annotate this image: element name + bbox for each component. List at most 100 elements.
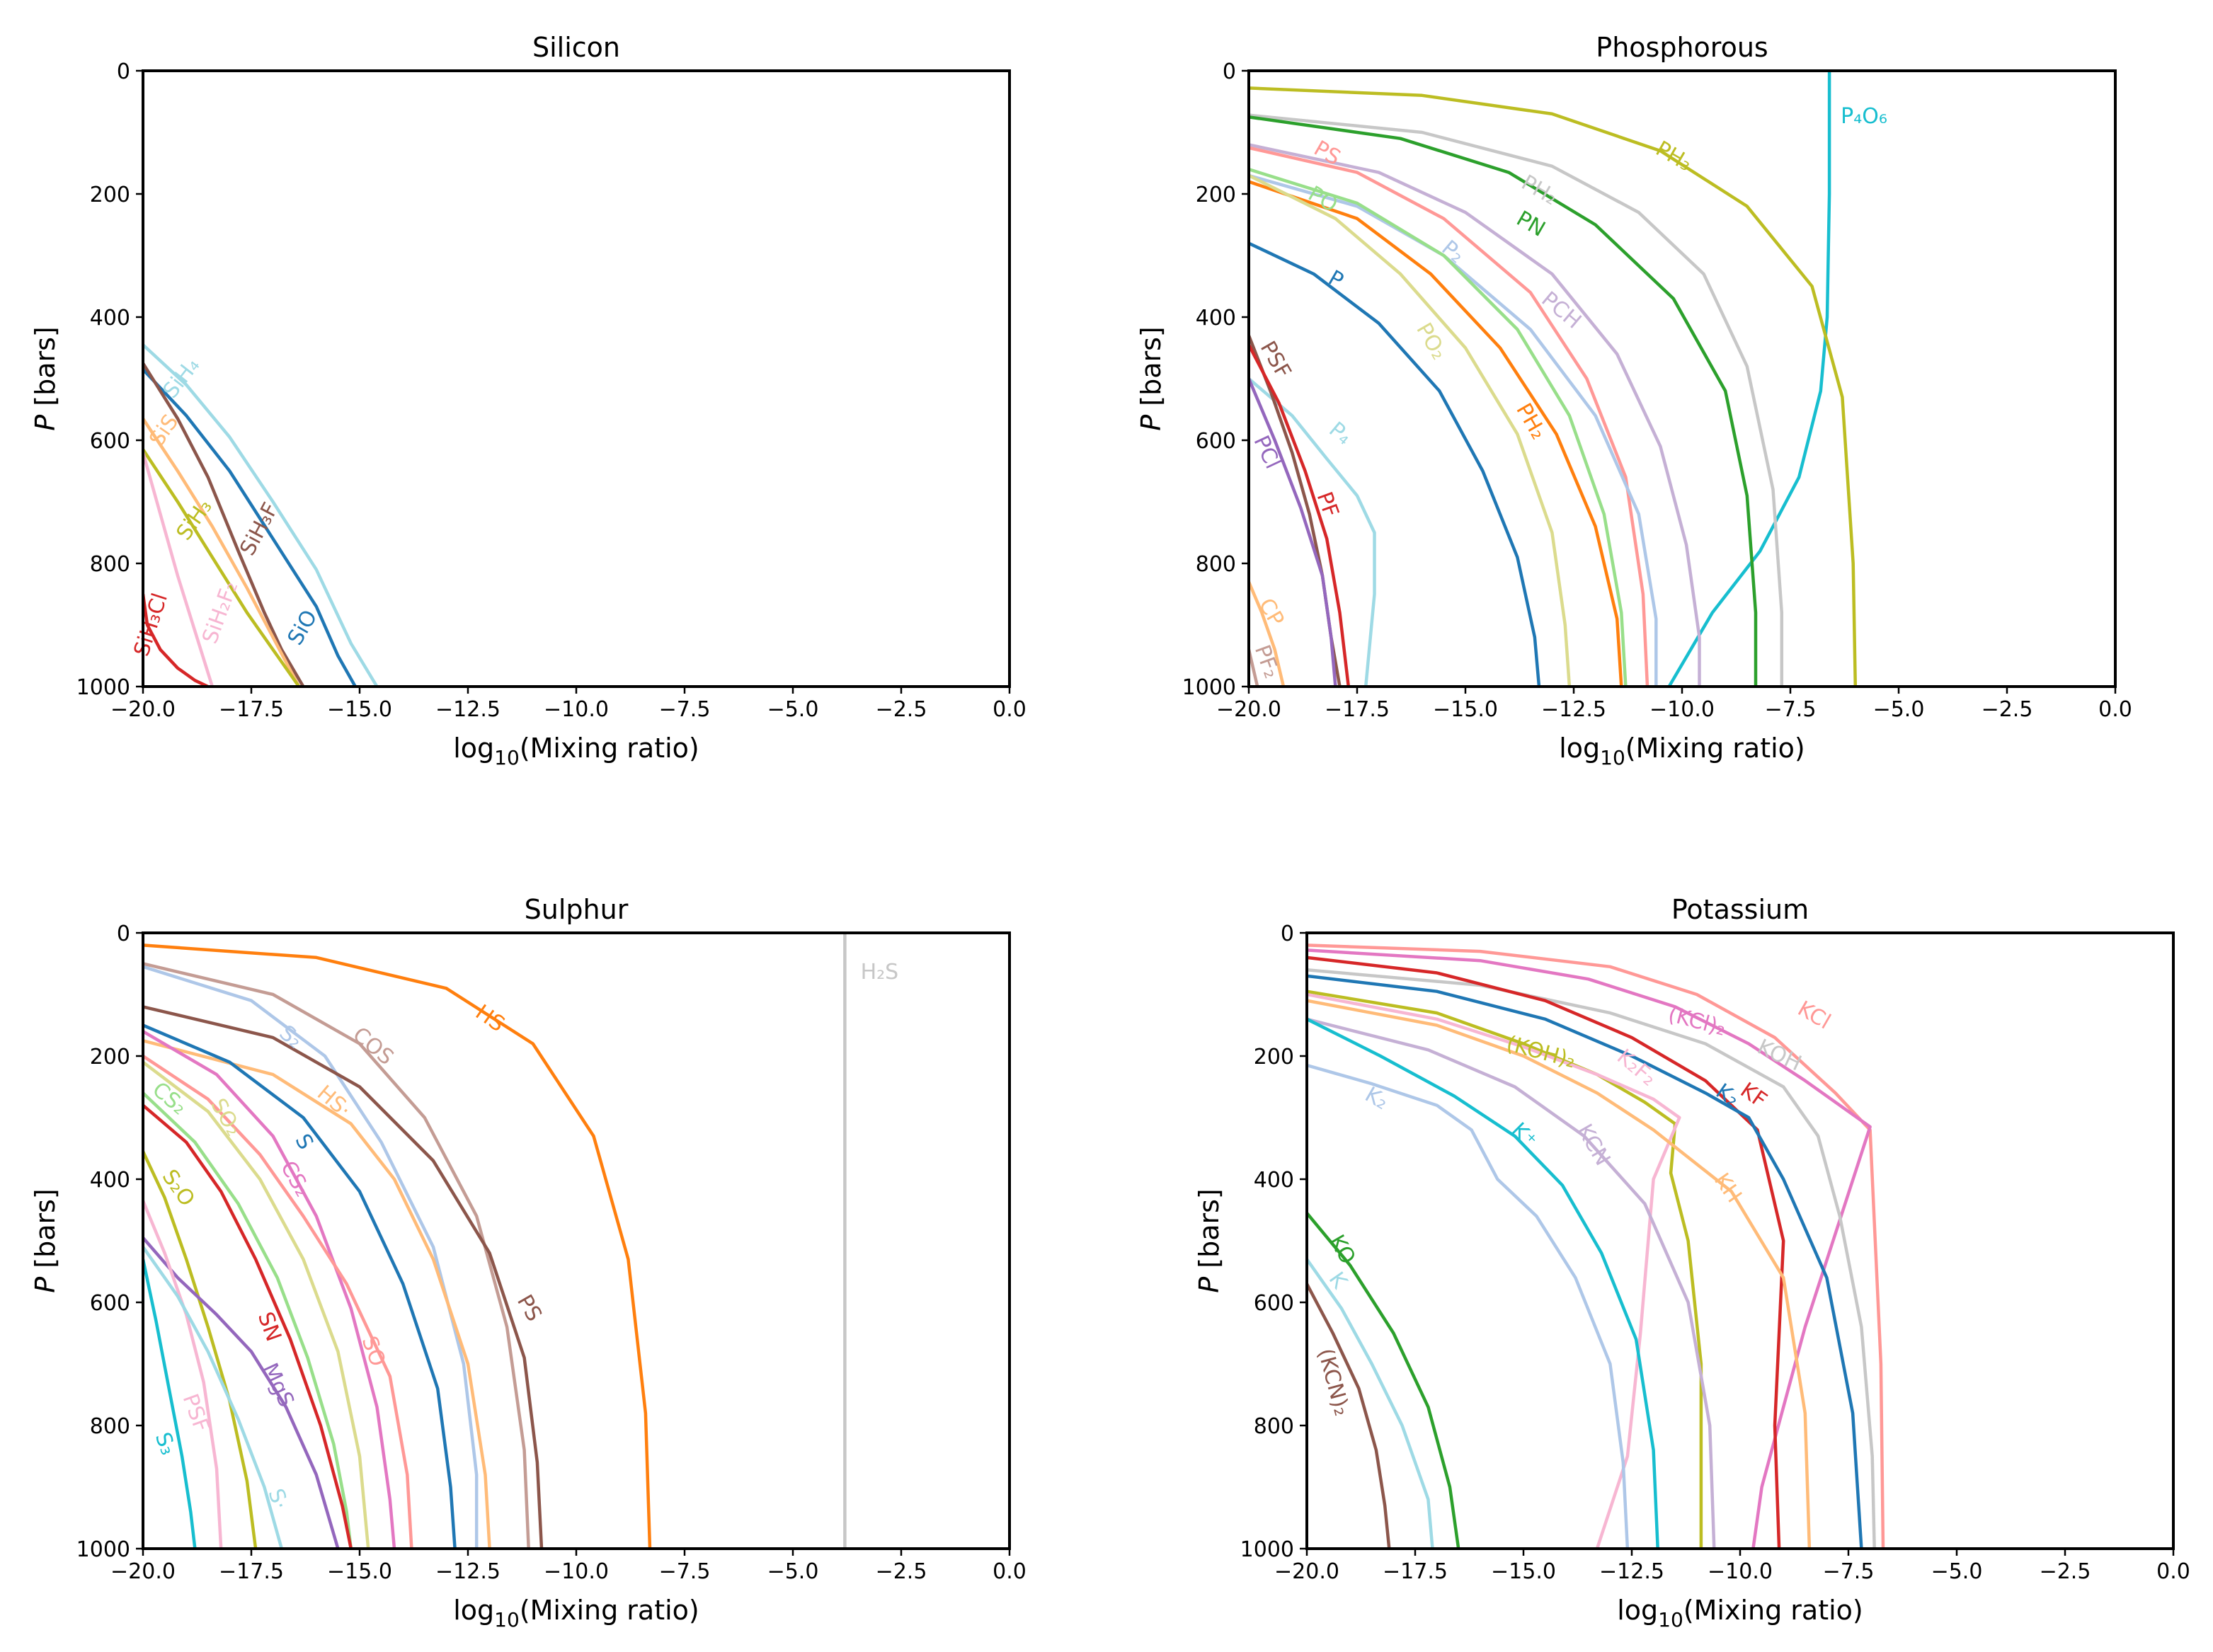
series-label-s2o: S₂O bbox=[157, 1165, 200, 1211]
series-line-k2f2 bbox=[1307, 992, 1681, 1549]
series-line-kcn2 bbox=[1307, 1282, 1391, 1549]
series-label-p: P bbox=[1324, 265, 1347, 293]
y-tick-label: 800 bbox=[90, 1414, 130, 1439]
y-tick-label: 600 bbox=[1196, 429, 1236, 454]
series-label-pch: PCH bbox=[1536, 287, 1586, 333]
series-line-cp bbox=[1249, 580, 1286, 687]
series-line-ph3 bbox=[1249, 86, 1858, 687]
y-tick-label: 200 bbox=[90, 1045, 130, 1069]
series-label-h2s: H₂S bbox=[861, 960, 899, 985]
series-line-ko bbox=[1307, 1211, 1460, 1549]
series-line-sn bbox=[143, 1103, 353, 1549]
series-line-kcn bbox=[1307, 1017, 1716, 1549]
x-tick-label: 0.0 bbox=[2098, 697, 2132, 722]
x-tick-label: −12.5 bbox=[1541, 697, 1606, 722]
y-tick-label: 1000 bbox=[1240, 1537, 1294, 1562]
x-tick-label: −15.0 bbox=[327, 1559, 392, 1584]
series-line-mgs bbox=[143, 1236, 340, 1549]
series-label-cos: COS bbox=[348, 1022, 398, 1070]
chart-title: Potassium bbox=[1671, 894, 1809, 925]
x-tick-label: −12.5 bbox=[435, 697, 501, 722]
series-line-k2 bbox=[1307, 974, 1863, 1549]
y-tick-label: 600 bbox=[1254, 1291, 1294, 1316]
y-tick-label: 600 bbox=[90, 429, 130, 454]
x-tick-label: −12.5 bbox=[1599, 1559, 1664, 1584]
y-tick-label: 0 bbox=[1223, 59, 1236, 84]
series-label-kcl: KCl bbox=[1793, 997, 1834, 1035]
series-line-hs bbox=[143, 943, 652, 1549]
y-axis-label: P [bars] bbox=[30, 1188, 61, 1292]
chart-title: Phosphorous bbox=[1596, 32, 1768, 63]
series-line-kf bbox=[1307, 956, 1785, 1549]
series-line-koh2 bbox=[1307, 990, 1703, 1549]
y-tick-label: 400 bbox=[1196, 306, 1236, 331]
series-line-pn bbox=[1249, 115, 1758, 687]
axes-frame bbox=[142, 931, 1011, 1550]
series-label-ko: KO bbox=[1324, 1231, 1360, 1269]
y-tick-label: 200 bbox=[90, 183, 130, 207]
y-tick-label: 1000 bbox=[1182, 675, 1236, 700]
series-label-koh2: (KOH)₂ bbox=[1504, 1031, 1578, 1074]
y-tick-label: 1000 bbox=[76, 675, 130, 700]
y-tick-label: 1000 bbox=[76, 1537, 130, 1562]
x-axis-label: log10(Mixing ratio) bbox=[1617, 1595, 1863, 1631]
chart-title: Sulphur bbox=[525, 894, 629, 925]
series-label-hs: HS bbox=[471, 1000, 509, 1038]
x-tick-label: −7.5 bbox=[1765, 697, 1817, 722]
x-tick-label: −10.0 bbox=[544, 1559, 609, 1584]
x-tick-label: −15.0 bbox=[327, 697, 392, 722]
x-tick-label: −12.5 bbox=[435, 1559, 501, 1584]
x-tick-label: −5.0 bbox=[767, 697, 819, 722]
chart-title: Silicon bbox=[532, 32, 620, 63]
x-tick-label: 0.0 bbox=[993, 697, 1027, 722]
series-line-ph2-top bbox=[1249, 113, 1784, 687]
y-axis-label: P [bars] bbox=[1136, 326, 1167, 430]
x-tick-label: −20.0 bbox=[110, 1559, 176, 1584]
y-tick-label: 0 bbox=[117, 59, 130, 84]
series-line-k-light bbox=[1307, 1063, 1630, 1549]
series-line-ph2 bbox=[1249, 180, 1623, 687]
series-label-sih3f: SiH₃F bbox=[235, 498, 283, 559]
series-label-kh: KH bbox=[1709, 1169, 1746, 1208]
series-line-psf bbox=[143, 1199, 223, 1549]
x-tick-label: −2.5 bbox=[2040, 1559, 2091, 1584]
x-tick-label: −7.5 bbox=[659, 1559, 711, 1584]
y-tick-label: 200 bbox=[1196, 183, 1236, 207]
series-label-hs-dash: HS· bbox=[312, 1081, 356, 1123]
series-line-sih4 bbox=[143, 343, 379, 687]
x-tick-label: −15.0 bbox=[1433, 697, 1498, 722]
series-label-kcn2: (KCN)₂ bbox=[1313, 1346, 1354, 1419]
series-line-hs-dash bbox=[143, 1039, 491, 1549]
x-tick-label: −2.5 bbox=[876, 1559, 927, 1584]
series-group bbox=[143, 933, 847, 1549]
series-group bbox=[1249, 71, 1858, 687]
series-line-ps bbox=[1249, 146, 1649, 687]
y-tick-label: 800 bbox=[1254, 1414, 1294, 1439]
series-line-kplus bbox=[1307, 1017, 1659, 1549]
y-tick-label: 400 bbox=[90, 306, 130, 331]
x-tick-label: −10.0 bbox=[1649, 697, 1715, 722]
x-tick-label: −15.0 bbox=[1491, 1559, 1556, 1584]
x-tick-label: −5.0 bbox=[1931, 1559, 1983, 1584]
x-tick-label: −10.0 bbox=[1708, 1559, 1773, 1584]
series-line-p4 bbox=[1249, 377, 1376, 687]
series-label-s-small: S· bbox=[263, 1486, 293, 1513]
series-label-sih2f2: SiH₂F₂ bbox=[198, 578, 243, 647]
series-label-psf: PSF bbox=[1255, 337, 1296, 383]
series-line-s2 bbox=[143, 965, 479, 1549]
series-line-sih2f2 bbox=[143, 451, 215, 687]
series-label-sih3cl: SiH₃Cl bbox=[130, 590, 173, 660]
series-line-s2o bbox=[143, 1149, 258, 1549]
series-line-so2 bbox=[143, 1060, 370, 1549]
y-tick-label: 0 bbox=[117, 922, 130, 946]
series-line-cos bbox=[143, 962, 530, 1549]
series-line-sio bbox=[143, 367, 358, 687]
panel-sulphur: H₂SHSCOSS₂PSHS·SCS₂SO₂SOCS₂SNS₂OMgSPSFS·… bbox=[30, 894, 1027, 1631]
x-tick-label: −7.5 bbox=[1823, 1559, 1875, 1584]
x-tick-label: −20.0 bbox=[110, 697, 176, 722]
panel-phosphorous: P₄O₆PH₃PH₂PNPCHPSP₂POPH₂PO₂PP₄PSFPFPClCP… bbox=[1136, 32, 2132, 769]
x-tick-label: −2.5 bbox=[1982, 697, 2033, 722]
x-tick-label: −17.5 bbox=[219, 1559, 284, 1584]
